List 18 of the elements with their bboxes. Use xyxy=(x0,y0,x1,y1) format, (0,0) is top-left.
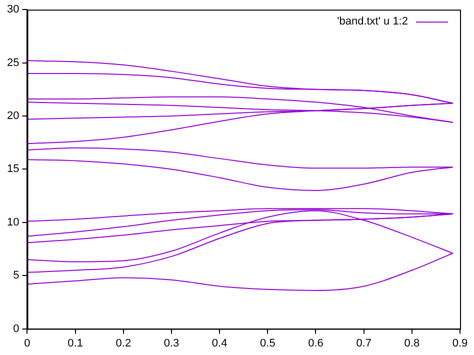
x-tick-label: 0.6 xyxy=(308,337,324,350)
x-tick-label: 0 xyxy=(24,337,30,350)
y-tick-label: 20 xyxy=(6,110,20,122)
x-tick-label: 0.7 xyxy=(356,337,372,350)
y-tick-label: 15 xyxy=(6,163,20,176)
x-tick-label: 0.8 xyxy=(404,337,420,350)
y-tick-label: 25 xyxy=(6,56,20,69)
x-tick-label: 0.9 xyxy=(452,337,468,350)
y-tick-label: 0 xyxy=(13,322,20,335)
y-tick-label: 10 xyxy=(6,216,20,228)
y-tick-label: 5 xyxy=(13,270,20,282)
x-tick-label: 0.1 xyxy=(68,337,83,350)
x-tick-label: 0.3 xyxy=(164,337,180,350)
x-tick-label: 0.4 xyxy=(212,337,228,350)
y-tick-label: 30 xyxy=(6,4,20,16)
x-tick-label: 0.5 xyxy=(260,337,276,350)
x-tick-label: 0.2 xyxy=(116,337,132,350)
legend-label: 'band.txt' u 1:2 xyxy=(337,16,408,28)
